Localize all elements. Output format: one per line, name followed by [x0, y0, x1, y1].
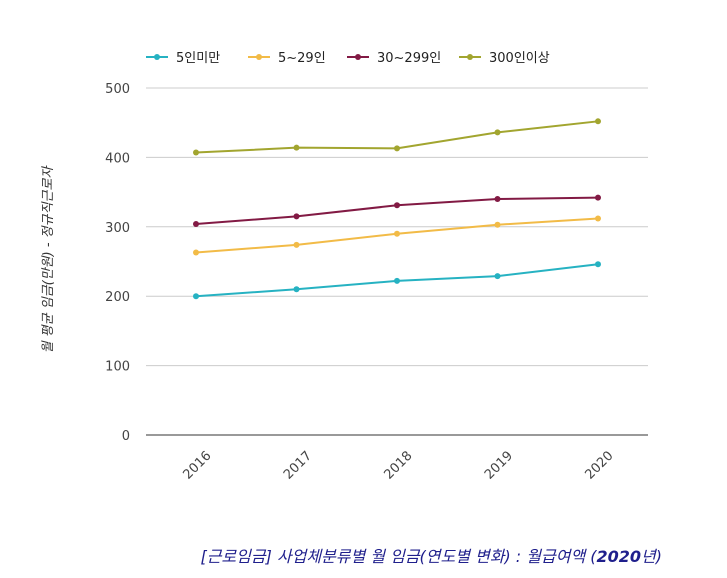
- data-point: [394, 202, 400, 209]
- y-tick-label: 300: [105, 221, 130, 236]
- data-point: [394, 230, 400, 237]
- series-5~29인: [193, 215, 601, 256]
- series-300인이상: [193, 118, 601, 156]
- y-tick-label: 200: [105, 290, 130, 305]
- legend-item[interactable]: 5~29인: [248, 51, 326, 66]
- data-point: [494, 273, 501, 280]
- data-point: [193, 221, 199, 228]
- data-point: [494, 221, 501, 228]
- caption-text: [근로임금] 사업체분류별 월 임금(연도별 변화) : 월급여액 (: [200, 547, 597, 566]
- legend-swatch-dot: [467, 54, 473, 60]
- legend-swatch-dot: [355, 54, 361, 60]
- y-tick-label: 100: [105, 360, 130, 375]
- data-point: [595, 194, 601, 201]
- x-axis-ticks: 2016 2017 2018 2019 2020: [181, 449, 617, 483]
- x-tick-label: 2020: [583, 449, 617, 483]
- legend-swatch-dot: [256, 54, 262, 60]
- caption-suffix: 년): [641, 547, 662, 566]
- legend-swatch-dot: [154, 54, 160, 60]
- chart-caption: [근로임금] 사업체분류별 월 임금(연도별 변화) : 월급여액 (2020년…: [0, 543, 662, 567]
- series-line: [195, 196, 599, 226]
- series-group: [193, 118, 601, 300]
- legend-item[interactable]: 30~299인: [347, 51, 441, 66]
- legend-label: 5~29인: [278, 51, 326, 66]
- y-axis-ticks: 0 100 200 300 400 500: [105, 82, 130, 444]
- data-point: [595, 261, 601, 268]
- legend-label: 30~299인: [377, 51, 441, 66]
- x-tick-label: 2016: [181, 449, 215, 483]
- data-point: [293, 144, 300, 151]
- x-tick-label: 2018: [382, 449, 416, 483]
- y-tick-label: 0: [122, 429, 130, 444]
- legend-item[interactable]: 300인이상: [459, 51, 550, 66]
- legend-label: 300인이상: [489, 51, 550, 66]
- data-point: [494, 196, 501, 203]
- data-point: [394, 145, 400, 152]
- series-5인미만: [193, 261, 601, 300]
- data-point: [293, 213, 300, 220]
- data-point: [293, 286, 300, 293]
- legend: 5인미만 5~29인 30~299인 300인이상: [146, 51, 550, 66]
- x-tick-label: 2019: [482, 449, 516, 483]
- gridlines: [146, 87, 648, 367]
- data-point: [494, 129, 501, 136]
- legend-label: 5인미만: [176, 51, 220, 66]
- y-axis-label: 월 평균 임금(만원) - 정규직근로자: [41, 165, 56, 354]
- data-point: [595, 118, 601, 125]
- x-tick-label: 2017: [281, 449, 315, 483]
- data-point: [293, 241, 300, 248]
- series-30~299인: [193, 194, 601, 228]
- caption-year: 2020: [596, 547, 642, 566]
- data-point: [193, 293, 199, 300]
- y-tick-label: 500: [105, 82, 130, 97]
- data-point: [595, 215, 601, 222]
- data-point: [193, 149, 199, 156]
- data-point: [394, 277, 400, 284]
- data-point: [193, 249, 199, 256]
- legend-item[interactable]: 5인미만: [146, 51, 220, 66]
- y-tick-label: 400: [105, 151, 130, 166]
